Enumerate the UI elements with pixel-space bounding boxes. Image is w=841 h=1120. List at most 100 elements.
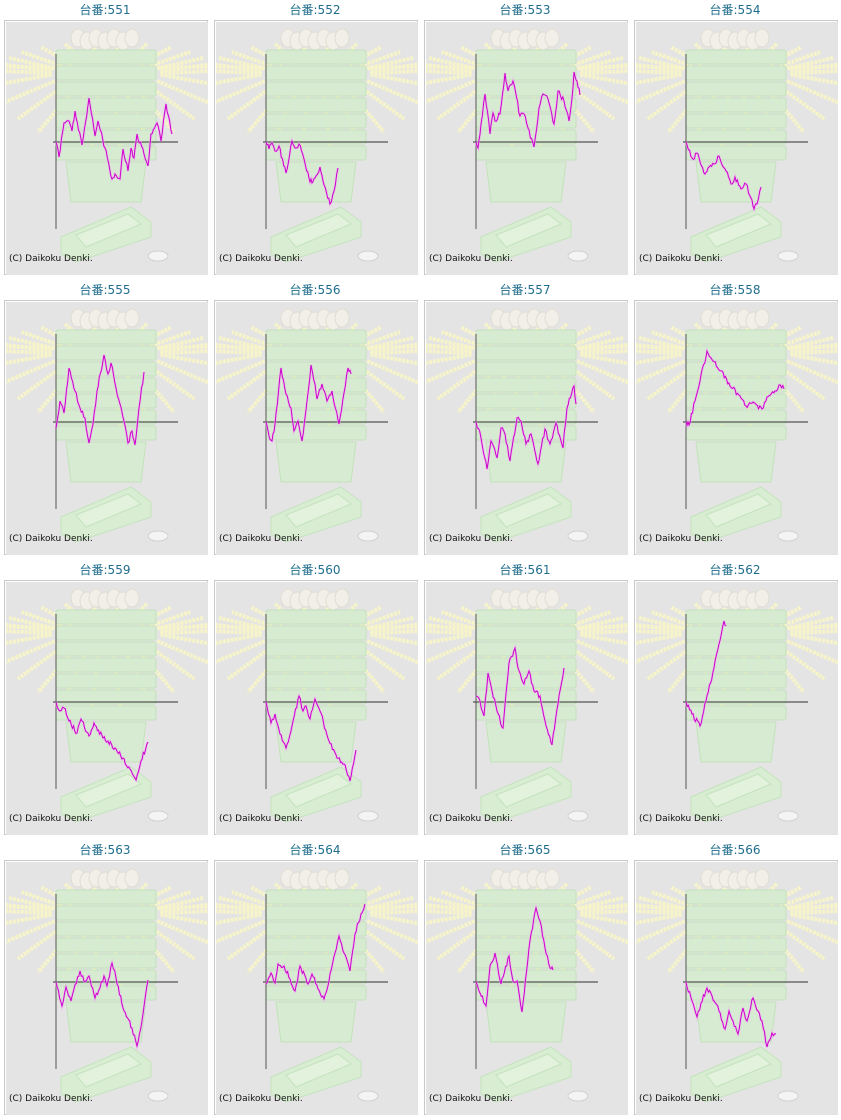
machine-number-title[interactable]: 台番:559 bbox=[79, 563, 131, 577]
pagoda-decoration bbox=[265, 49, 367, 203]
machine-number-title[interactable]: 台番:551 bbox=[79, 3, 131, 17]
slump-graph: (C) Daikoku Denki. bbox=[424, 300, 628, 555]
slump-graph-canvas bbox=[426, 582, 628, 835]
copyright-text: (C) Daikoku Denki. bbox=[219, 1094, 303, 1104]
medals-decoration bbox=[70, 868, 140, 891]
graph-cell[interactable]: 台番:566 (C) Daikoku Denki. bbox=[630, 840, 840, 1120]
slump-line bbox=[475, 906, 554, 1013]
machine-number-title[interactable]: 台番:560 bbox=[289, 563, 341, 577]
coin-decoration bbox=[567, 1090, 589, 1102]
slump-line bbox=[685, 141, 762, 211]
machine-number-title[interactable]: 台番:552 bbox=[289, 3, 341, 17]
machine-number-title[interactable]: 台番:557 bbox=[499, 283, 551, 297]
medals-decoration bbox=[280, 868, 350, 891]
slump-graph: (C) Daikoku Denki. bbox=[214, 860, 418, 1115]
slump-line bbox=[685, 349, 785, 428]
pagoda-decoration bbox=[475, 49, 577, 203]
machine-number-title[interactable]: 台番:565 bbox=[499, 843, 551, 857]
slump-graph-canvas bbox=[636, 302, 838, 555]
slump-graph-canvas bbox=[426, 22, 628, 275]
machine-number-title[interactable]: 台番:554 bbox=[709, 3, 761, 17]
pagoda-decoration bbox=[55, 889, 157, 1043]
slump-graph: (C) Daikoku Denki. bbox=[4, 300, 208, 555]
copyright-text: (C) Daikoku Denki. bbox=[9, 534, 93, 544]
slump-graph-canvas bbox=[6, 582, 208, 835]
slump-line bbox=[265, 903, 366, 1001]
graph-cell[interactable]: 台番:560 (C) Daikoku Denki. bbox=[210, 560, 420, 840]
tray-decoration bbox=[480, 206, 572, 263]
machine-number-title[interactable]: 台番:556 bbox=[289, 283, 341, 297]
graph-cell[interactable]: 台番:552 (C) Daikoku Denki. bbox=[210, 0, 420, 280]
graph-cell[interactable]: 台番:559 (C) Daikoku Denki. bbox=[0, 560, 210, 840]
slump-graph: (C) Daikoku Denki. bbox=[424, 860, 628, 1115]
pagoda-decoration bbox=[685, 329, 787, 483]
tray-decoration bbox=[270, 1046, 362, 1103]
copyright-text: (C) Daikoku Denki. bbox=[429, 814, 513, 824]
slump-graph: (C) Daikoku Denki. bbox=[634, 300, 838, 555]
pagoda-decoration bbox=[685, 609, 787, 763]
copyright-text: (C) Daikoku Denki. bbox=[219, 254, 303, 264]
graph-cell[interactable]: 台番:556 (C) Daikoku Denki. bbox=[210, 280, 420, 560]
graph-cell[interactable]: 台番:561 (C) Daikoku Denki. bbox=[420, 560, 630, 840]
graph-cell[interactable]: 台番:557 (C) Daikoku Denki. bbox=[420, 280, 630, 560]
copyright-text: (C) Daikoku Denki. bbox=[639, 1094, 723, 1104]
slump-graph: (C) Daikoku Denki. bbox=[214, 580, 418, 835]
slump-graph-canvas bbox=[216, 862, 418, 1115]
graph-cell[interactable]: 台番:553 (C) Daikoku Denki. bbox=[420, 0, 630, 280]
machine-number-title[interactable]: 台番:566 bbox=[709, 843, 761, 857]
slump-graph-canvas bbox=[636, 22, 838, 275]
slump-line bbox=[265, 139, 339, 206]
coin-decoration bbox=[147, 530, 169, 542]
medals-decoration bbox=[700, 28, 770, 51]
slump-graph: (C) Daikoku Denki. bbox=[634, 580, 838, 835]
graph-cell[interactable]: 台番:558 (C) Daikoku Denki. bbox=[630, 280, 840, 560]
medals-decoration bbox=[490, 28, 560, 51]
tray-decoration bbox=[60, 766, 152, 823]
tray-decoration bbox=[60, 1046, 152, 1103]
slump-line bbox=[475, 646, 565, 746]
pagoda-decoration bbox=[475, 329, 577, 483]
coin-decoration bbox=[777, 1090, 799, 1102]
coin-decoration bbox=[357, 810, 379, 822]
graph-cell[interactable]: 台番:562 (C) Daikoku Denki. bbox=[630, 560, 840, 840]
graph-cell[interactable]: 台番:563 (C) Daikoku Denki. bbox=[0, 840, 210, 1120]
copyright-text: (C) Daikoku Denki. bbox=[639, 814, 723, 824]
slump-line bbox=[685, 981, 777, 1048]
coin-decoration bbox=[357, 1090, 379, 1102]
coin-decoration bbox=[147, 250, 169, 262]
copyright-text: (C) Daikoku Denki. bbox=[429, 534, 513, 544]
machine-number-title[interactable]: 台番:563 bbox=[79, 843, 131, 857]
coin-decoration bbox=[147, 1090, 169, 1102]
medals-decoration bbox=[490, 868, 560, 891]
machine-number-title[interactable]: 台番:553 bbox=[499, 3, 551, 17]
graph-cell[interactable]: 台番:564 (C) Daikoku Denki. bbox=[210, 840, 420, 1120]
coin-decoration bbox=[777, 250, 799, 262]
tray-decoration bbox=[480, 1046, 572, 1103]
slump-graph: (C) Daikoku Denki. bbox=[4, 860, 208, 1115]
coin-decoration bbox=[777, 810, 799, 822]
slump-line bbox=[55, 97, 173, 180]
slump-graph-canvas bbox=[6, 862, 208, 1115]
tray-decoration bbox=[480, 766, 572, 823]
tray-decoration bbox=[270, 766, 362, 823]
slump-graph: (C) Daikoku Denki. bbox=[214, 20, 418, 275]
coin-decoration bbox=[567, 530, 589, 542]
graph-cell[interactable]: 台番:565 (C) Daikoku Denki. bbox=[420, 840, 630, 1120]
graph-cell[interactable]: 台番:554 (C) Daikoku Denki. bbox=[630, 0, 840, 280]
tray-decoration bbox=[270, 486, 362, 543]
medals-decoration bbox=[280, 588, 350, 611]
machine-number-title[interactable]: 台番:564 bbox=[289, 843, 341, 857]
slump-graph-canvas bbox=[426, 302, 628, 555]
slump-graph-canvas bbox=[216, 302, 418, 555]
machine-number-title[interactable]: 台番:561 bbox=[499, 563, 551, 577]
graph-cell[interactable]: 台番:551 (C) Daikoku Denki. bbox=[0, 0, 210, 280]
graph-cell[interactable]: 台番:555 (C) Daikoku Denki. bbox=[0, 280, 210, 560]
slump-line bbox=[55, 961, 149, 1048]
machine-number-title[interactable]: 台番:558 bbox=[709, 283, 761, 297]
machine-number-title[interactable]: 台番:555 bbox=[79, 283, 131, 297]
slump-line bbox=[475, 71, 581, 150]
machine-number-title[interactable]: 台番:562 bbox=[709, 563, 761, 577]
coin-decoration bbox=[567, 250, 589, 262]
medals-decoration bbox=[70, 308, 140, 331]
slump-graph-canvas bbox=[216, 582, 418, 835]
